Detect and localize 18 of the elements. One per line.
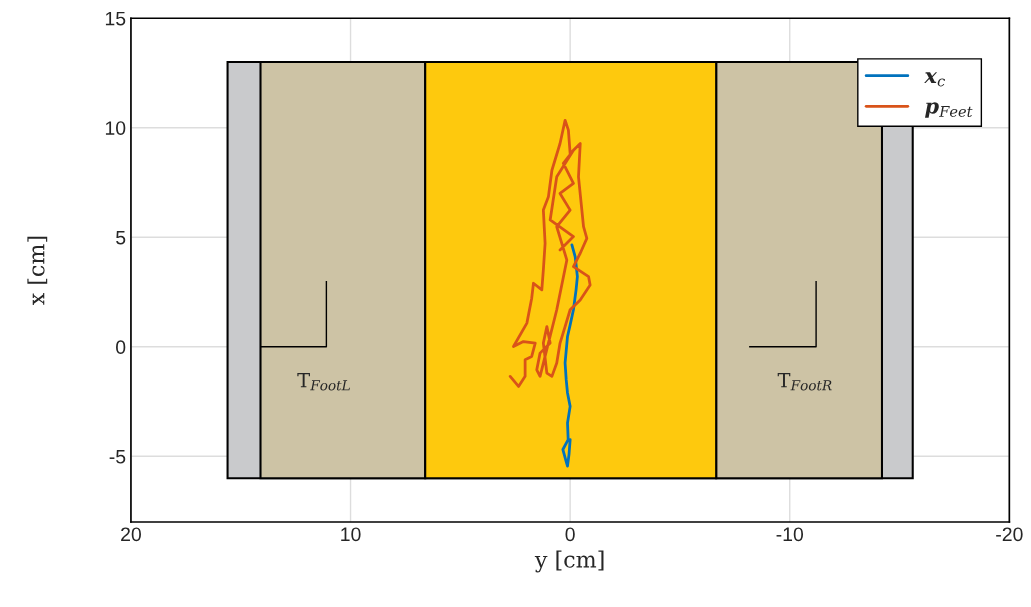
- y-axis-title: x [cm]: [27, 236, 48, 306]
- legend-label: p$_{Feet}$: [925, 102, 973, 118]
- x-tick-label: -10: [776, 527, 804, 542]
- x-tick-label: 20: [121, 527, 141, 542]
- y-tick-label: 15: [105, 11, 126, 26]
- line-series: [561, 243, 579, 468]
- y-tick-label: -5: [109, 449, 126, 464]
- annotation: T$_{FootR}$: [777, 373, 832, 391]
- x-axis-title: y [cm]: [534, 550, 604, 573]
- y-tick-label: 10: [105, 121, 126, 135]
- x-tick-label: -20: [996, 527, 1023, 542]
- annotation: T$_{FootL}$: [297, 373, 350, 391]
- legend-label: x$_{c}$: [924, 72, 945, 87]
- line-series: [508, 118, 592, 388]
- y-tick-label: 5: [116, 230, 126, 245]
- y-tick-label: 0: [116, 340, 126, 355]
- x-tick-label: 10: [341, 527, 361, 542]
- x-tick-label: 0: [565, 527, 575, 542]
